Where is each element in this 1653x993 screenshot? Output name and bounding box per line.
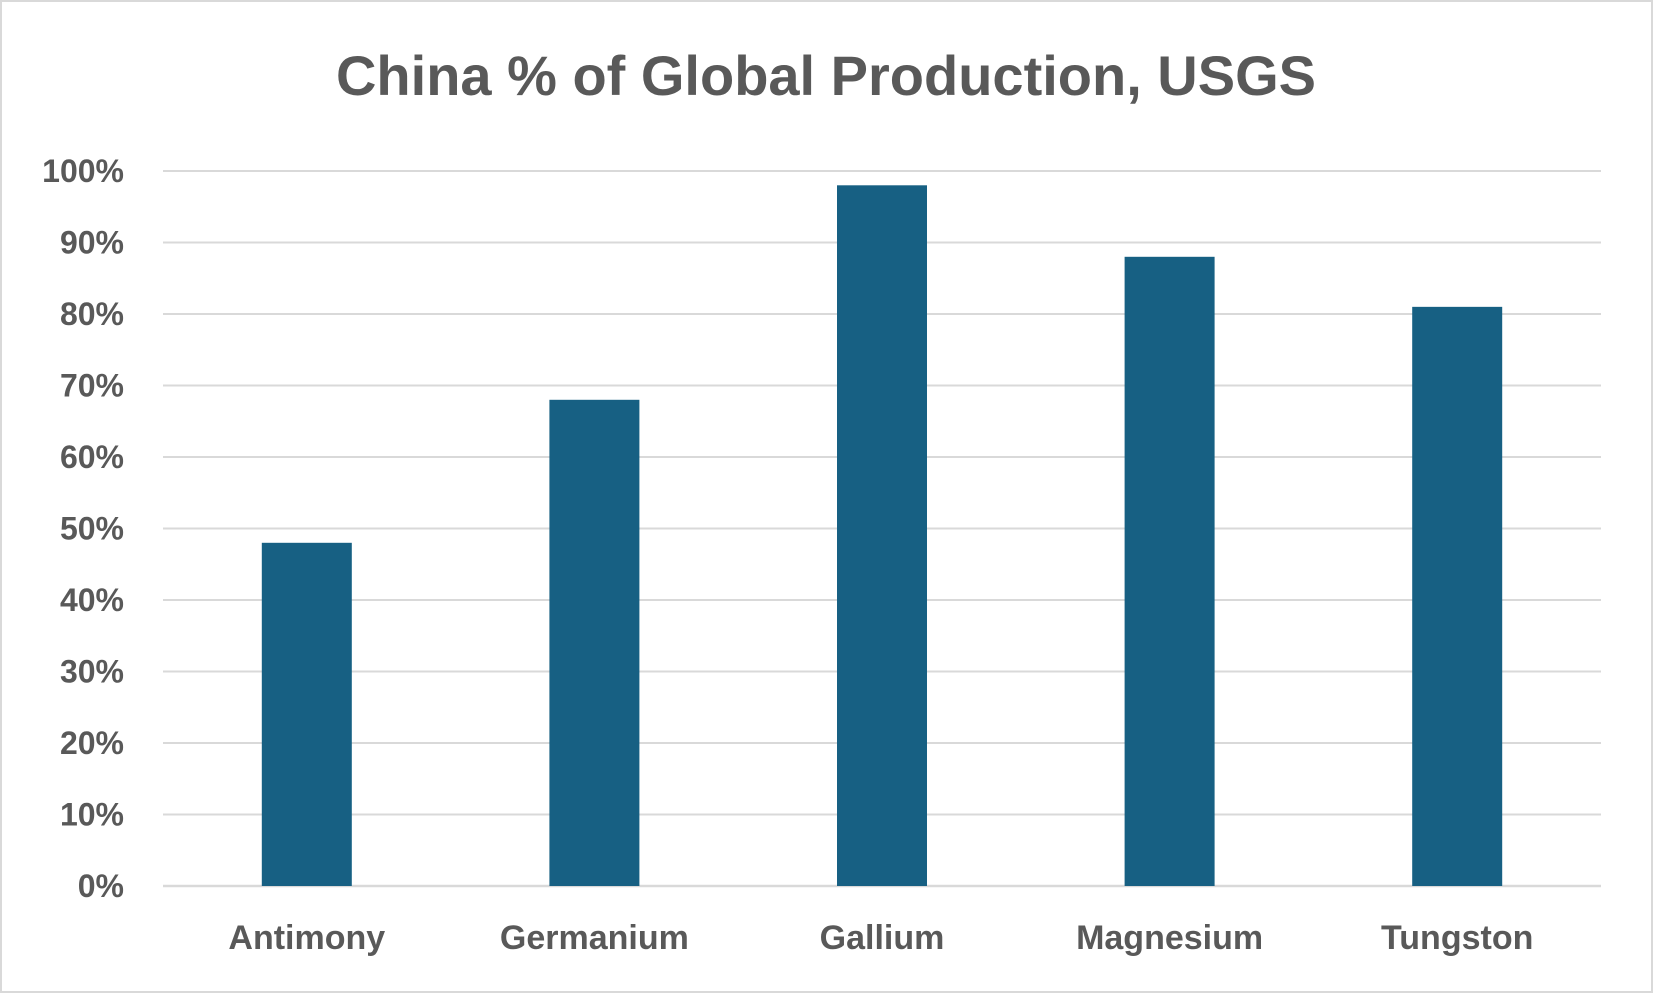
x-axis-category-labels: Antimony Germanium Gallium Magnesium Tungsto… (228, 919, 1533, 957)
x-category-label: Germanium (500, 919, 689, 957)
y-tick-label: 80% (60, 296, 124, 332)
x-category-label: Tungston (1381, 919, 1533, 957)
y-tick-label: 50% (60, 511, 124, 547)
y-tick-label: 90% (60, 225, 124, 261)
y-tick-label: 0% (78, 868, 124, 904)
y-tick-label: 20% (60, 725, 124, 761)
bar-tungston (1412, 306, 1503, 887)
y-tick-label: 30% (60, 654, 124, 690)
bar-germanium (549, 399, 640, 886)
bar-magnesium (1124, 256, 1215, 886)
y-tick-label: 40% (60, 582, 124, 618)
y-tick-label: 100% (42, 153, 124, 189)
bar-antimony (261, 542, 352, 886)
chart-title: China % of Global Production, USGS (336, 44, 1316, 107)
y-tick-label: 10% (60, 797, 124, 833)
y-tick-label: 70% (60, 368, 124, 404)
x-category-label: Magnesium (1076, 919, 1263, 957)
y-axis-tick-labels: 0% 10% 20% 30% 40% 50% 60% 70% 80% 90% 100% (42, 153, 124, 904)
x-category-label: Antimony (228, 919, 385, 957)
bars (261, 185, 1503, 887)
bar-gallium (837, 185, 927, 887)
y-tick-label: 60% (60, 439, 124, 475)
x-category-label: Gallium (820, 919, 945, 957)
